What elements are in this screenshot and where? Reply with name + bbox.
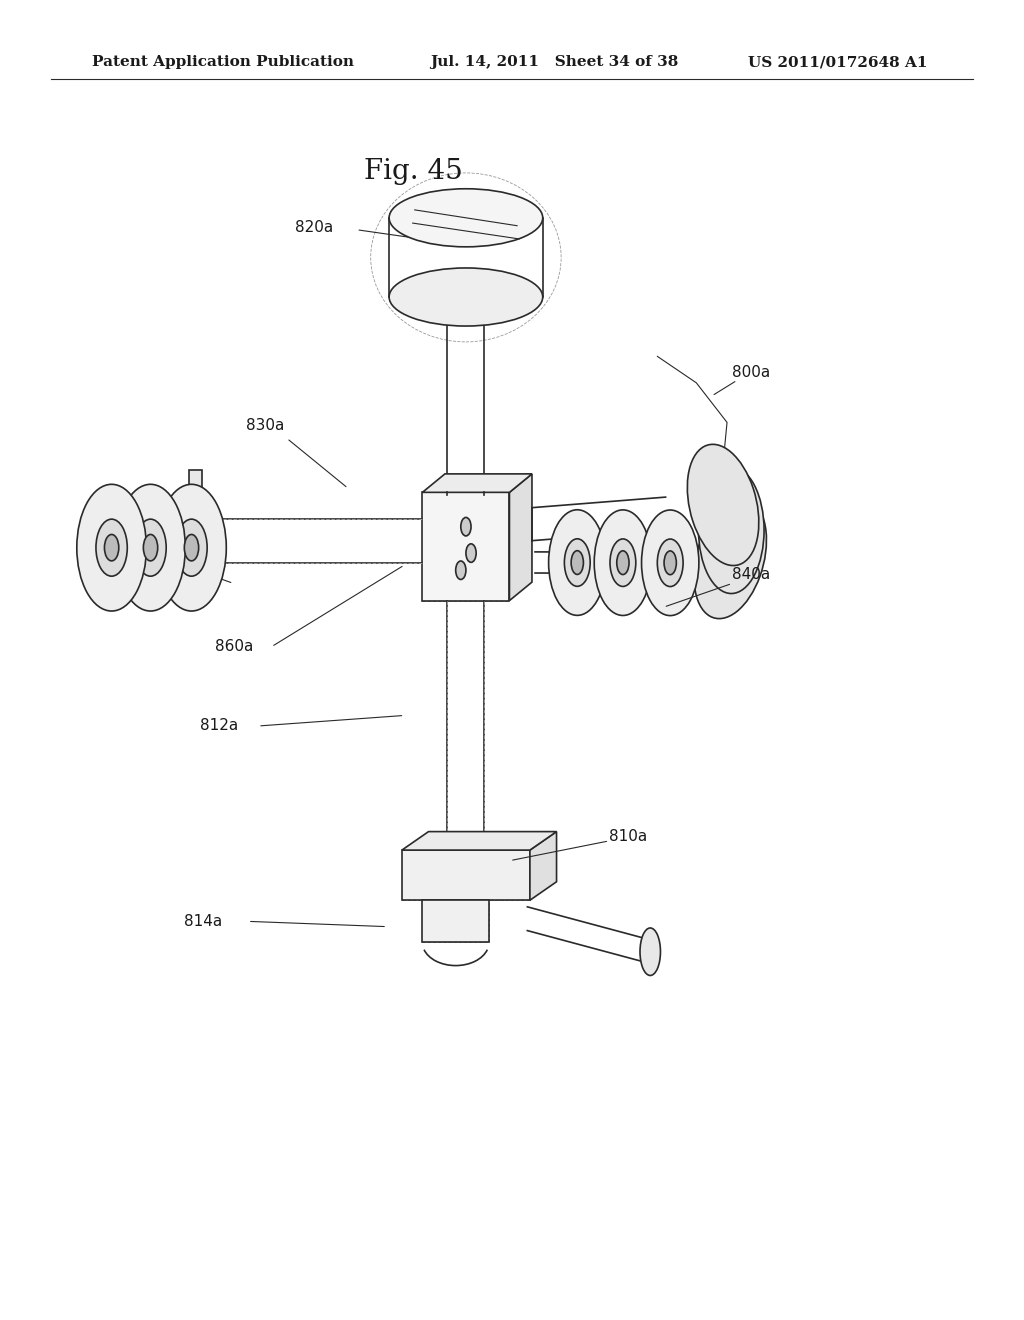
Polygon shape <box>423 474 532 492</box>
Ellipse shape <box>184 535 199 561</box>
Ellipse shape <box>176 519 207 576</box>
Bar <box>189 470 202 595</box>
Ellipse shape <box>389 268 543 326</box>
Text: US 2011/0172648 A1: US 2011/0172648 A1 <box>748 55 927 70</box>
Ellipse shape <box>616 550 629 574</box>
Polygon shape <box>530 832 557 900</box>
Text: 860a: 860a <box>215 639 253 655</box>
Text: 800a: 800a <box>732 364 770 380</box>
Text: Jul. 14, 2011   Sheet 34 of 38: Jul. 14, 2011 Sheet 34 of 38 <box>430 55 679 70</box>
Ellipse shape <box>641 510 699 615</box>
Bar <box>422 900 489 942</box>
Ellipse shape <box>657 539 683 586</box>
Ellipse shape <box>456 561 466 579</box>
Bar <box>401 850 530 900</box>
Ellipse shape <box>466 544 476 562</box>
Ellipse shape <box>461 517 471 536</box>
Ellipse shape <box>157 484 226 611</box>
Polygon shape <box>510 474 532 601</box>
Ellipse shape <box>135 519 166 576</box>
Ellipse shape <box>694 499 767 619</box>
Ellipse shape <box>143 535 158 561</box>
Text: 814a: 814a <box>184 913 222 929</box>
Bar <box>423 492 510 601</box>
Ellipse shape <box>389 189 543 247</box>
Ellipse shape <box>571 550 584 574</box>
Bar <box>422 900 489 942</box>
Text: Fig. 45: Fig. 45 <box>364 158 462 185</box>
Text: 810a: 810a <box>609 829 647 845</box>
Text: 820a: 820a <box>295 219 333 235</box>
Text: 830a: 830a <box>246 417 284 433</box>
Ellipse shape <box>640 928 660 975</box>
Ellipse shape <box>116 484 185 611</box>
Ellipse shape <box>687 445 759 565</box>
Text: 840a: 840a <box>136 560 174 576</box>
Ellipse shape <box>594 510 651 615</box>
Text: 812a: 812a <box>200 718 238 734</box>
Ellipse shape <box>549 510 606 615</box>
Bar <box>423 492 510 601</box>
Polygon shape <box>401 832 557 850</box>
Ellipse shape <box>698 467 764 594</box>
Ellipse shape <box>104 535 119 561</box>
Ellipse shape <box>564 539 590 586</box>
Text: Patent Application Publication: Patent Application Publication <box>92 55 354 70</box>
Text: 840a: 840a <box>732 566 770 582</box>
Ellipse shape <box>77 484 146 611</box>
Ellipse shape <box>610 539 636 586</box>
Ellipse shape <box>664 550 676 574</box>
Bar <box>401 850 530 900</box>
Ellipse shape <box>96 519 127 576</box>
